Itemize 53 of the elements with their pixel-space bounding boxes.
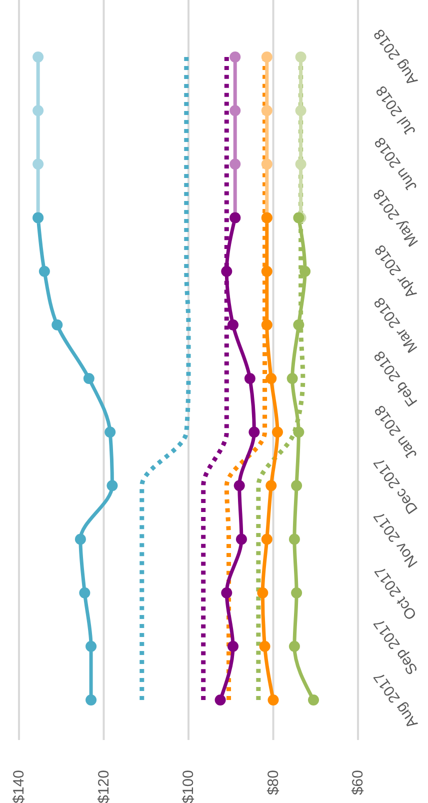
point	[221, 587, 232, 598]
x-tick-label: $120	[95, 770, 112, 803]
point	[106, 480, 118, 492]
point	[295, 52, 306, 62]
x-tick-label: $60	[350, 770, 366, 796]
point	[230, 105, 241, 116]
point	[293, 426, 304, 438]
x-tick-label: $100	[180, 770, 197, 803]
point	[261, 158, 272, 170]
point	[291, 587, 302, 598]
point	[248, 426, 260, 438]
point	[268, 694, 279, 706]
point	[295, 105, 306, 116]
point	[244, 373, 256, 384]
point	[79, 587, 90, 598]
point	[272, 426, 283, 438]
point	[288, 640, 300, 652]
point	[261, 319, 272, 330]
point	[234, 480, 245, 492]
point	[236, 534, 247, 545]
point	[32, 158, 44, 170]
point	[86, 640, 97, 652]
point	[83, 373, 94, 384]
point	[308, 694, 320, 706]
point	[32, 52, 44, 62]
point	[257, 587, 268, 598]
point	[293, 319, 304, 330]
point	[230, 158, 241, 170]
point	[32, 105, 44, 116]
point	[261, 105, 272, 116]
x-tick-label: $80	[264, 770, 282, 796]
point	[38, 266, 50, 277]
point	[230, 52, 241, 62]
point	[261, 534, 272, 545]
point	[227, 640, 238, 652]
point	[266, 480, 277, 492]
point	[261, 52, 272, 62]
point	[227, 319, 238, 330]
point	[300, 266, 311, 277]
point	[221, 266, 232, 277]
point	[214, 694, 226, 706]
point	[266, 373, 277, 384]
point	[286, 373, 298, 384]
x-tick-label: $140	[10, 770, 28, 803]
point	[52, 319, 63, 330]
point	[104, 426, 116, 438]
point	[259, 640, 270, 652]
point	[86, 694, 97, 706]
point	[261, 266, 272, 277]
point	[295, 158, 306, 170]
point	[288, 534, 300, 545]
point	[291, 480, 302, 492]
point	[74, 534, 86, 545]
